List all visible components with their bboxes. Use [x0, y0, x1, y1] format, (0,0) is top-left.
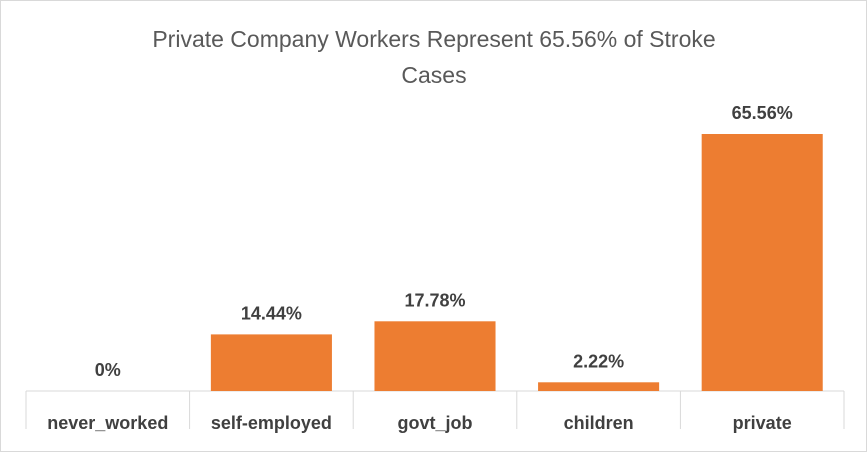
bar-govt_job — [374, 321, 496, 391]
data-label-govt_job: 17.78% — [404, 290, 465, 310]
x-tick-label-govt_job: govt_job — [398, 413, 473, 433]
bar-private — [701, 134, 823, 391]
x-tick-label-private: private — [733, 413, 792, 433]
plot-area: 0% never_worked 14.44% self-employed 17.78% g… — [25, 103, 845, 433]
x-tick-label-self-employed: self-employed — [211, 413, 332, 433]
chart-title-line-1: Private Company Workers Represent 65.56%… — [152, 26, 715, 52]
chart-title-line-2: Cases — [401, 62, 466, 88]
x-tick-label-never_worked: never_worked — [47, 413, 168, 433]
x-tick-label-children: children — [564, 413, 634, 433]
data-label-children: 2.22% — [573, 351, 624, 371]
bar-children — [538, 382, 660, 391]
bar-self-employed — [210, 334, 332, 391]
data-label-self-employed: 14.44% — [241, 303, 302, 323]
data-label-never_worked: 0% — [95, 360, 121, 380]
data-label-private: 65.56% — [732, 103, 793, 123]
